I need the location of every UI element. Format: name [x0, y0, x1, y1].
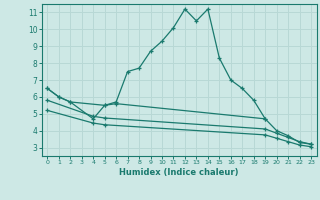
- X-axis label: Humidex (Indice chaleur): Humidex (Indice chaleur): [119, 168, 239, 177]
